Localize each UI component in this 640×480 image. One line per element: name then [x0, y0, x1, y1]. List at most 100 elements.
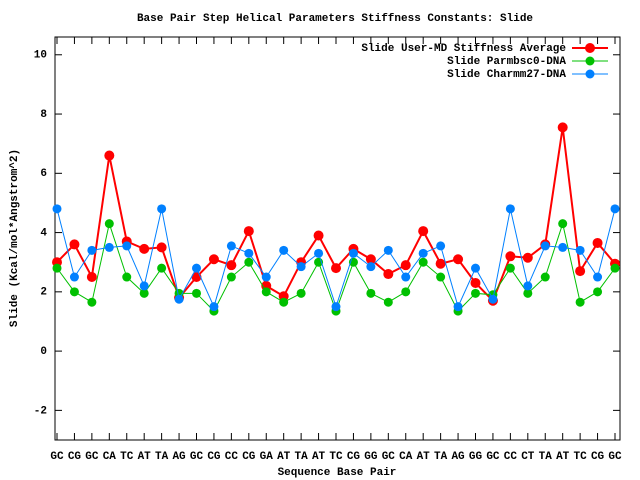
point — [244, 248, 254, 258]
point — [471, 263, 480, 273]
x-tick-label: CG — [242, 451, 256, 463]
x-tick-label: TC — [574, 451, 588, 463]
point — [122, 241, 132, 251]
point — [209, 302, 219, 312]
plot-frame — [54, 36, 621, 441]
x-tick-label: TA — [155, 451, 169, 463]
point — [104, 150, 115, 161]
x-tick-label: CG — [207, 451, 221, 463]
chart-title: Base Pair Step Helical Parameters Stiffn… — [137, 13, 533, 25]
y-tick-label: 4 — [40, 227, 47, 239]
point — [401, 272, 411, 282]
point — [401, 287, 411, 297]
x-axis-label: Sequence Base Pair — [278, 467, 397, 479]
point — [69, 239, 80, 250]
x-tick-label: CC — [225, 451, 239, 463]
point — [87, 245, 97, 255]
point — [470, 277, 481, 288]
y-tick-label: 0 — [40, 346, 47, 358]
point — [208, 254, 219, 265]
point — [418, 248, 428, 258]
x-tick-label: CA — [103, 451, 117, 463]
point — [331, 302, 341, 312]
x-tick-label: AT — [277, 451, 291, 463]
y-tick-label: 10 — [34, 50, 47, 62]
point — [575, 245, 585, 255]
point — [226, 272, 236, 282]
point — [279, 245, 289, 255]
point — [366, 288, 376, 298]
point — [279, 297, 289, 307]
point — [69, 272, 79, 282]
series-line — [56, 127, 616, 303]
point — [523, 281, 533, 291]
point — [314, 248, 324, 258]
point — [383, 269, 394, 280]
point — [156, 242, 167, 253]
x-tick-label: TC — [120, 451, 134, 463]
point — [52, 263, 62, 273]
point — [610, 263, 620, 273]
x-tick-label: CG — [68, 451, 82, 463]
point — [436, 241, 446, 251]
point — [540, 272, 550, 282]
point — [418, 226, 429, 237]
x-tick-label: AT — [417, 451, 431, 463]
y-tick-label: 2 — [40, 287, 47, 299]
x-tick-label: GG — [469, 451, 483, 463]
point — [244, 257, 254, 267]
point — [593, 272, 603, 282]
point — [558, 242, 568, 252]
point — [522, 252, 533, 263]
point — [104, 219, 114, 229]
point — [471, 288, 480, 298]
point — [192, 288, 201, 298]
x-tick-label: TA — [539, 451, 553, 463]
point — [505, 204, 515, 214]
x-tick-label: GC — [382, 451, 396, 463]
point — [192, 263, 201, 273]
point — [139, 288, 149, 298]
point — [592, 237, 603, 248]
x-tick-label: AT — [312, 451, 326, 463]
point — [157, 204, 167, 214]
point — [575, 266, 586, 277]
point — [226, 260, 237, 271]
y-tick-label: 6 — [40, 168, 47, 180]
point — [104, 242, 114, 252]
point — [366, 262, 376, 272]
point — [174, 294, 184, 304]
x-tick-label: CT — [521, 451, 535, 463]
point — [400, 260, 411, 271]
x-tick-label: GG — [364, 451, 378, 463]
point — [418, 257, 428, 267]
x-tick-label: GC — [486, 451, 500, 463]
point — [435, 258, 446, 269]
point — [593, 287, 603, 297]
x-tick-label: GA — [260, 451, 274, 463]
x-tick-label: GC — [190, 451, 204, 463]
legend-marker — [585, 43, 595, 53]
y-tick-label: 8 — [40, 109, 47, 121]
x-tick-label: GC — [50, 451, 64, 463]
point — [383, 245, 393, 255]
point — [157, 263, 167, 273]
point — [348, 248, 358, 258]
legend-marker — [585, 56, 595, 66]
point — [313, 230, 324, 241]
point — [505, 263, 515, 273]
point — [453, 254, 464, 265]
point — [365, 254, 376, 265]
x-tick-label: GC — [608, 451, 622, 463]
point — [453, 302, 463, 312]
x-tick-label: CC — [504, 451, 518, 463]
point — [87, 297, 97, 307]
legend-marker — [585, 69, 595, 79]
x-tick-label: CG — [347, 451, 361, 463]
y-axis-label: Slide (Kcal/mol*Angstrom^2) — [9, 149, 21, 327]
point — [505, 251, 516, 262]
point — [226, 241, 236, 251]
point — [558, 219, 568, 229]
point — [296, 288, 306, 298]
